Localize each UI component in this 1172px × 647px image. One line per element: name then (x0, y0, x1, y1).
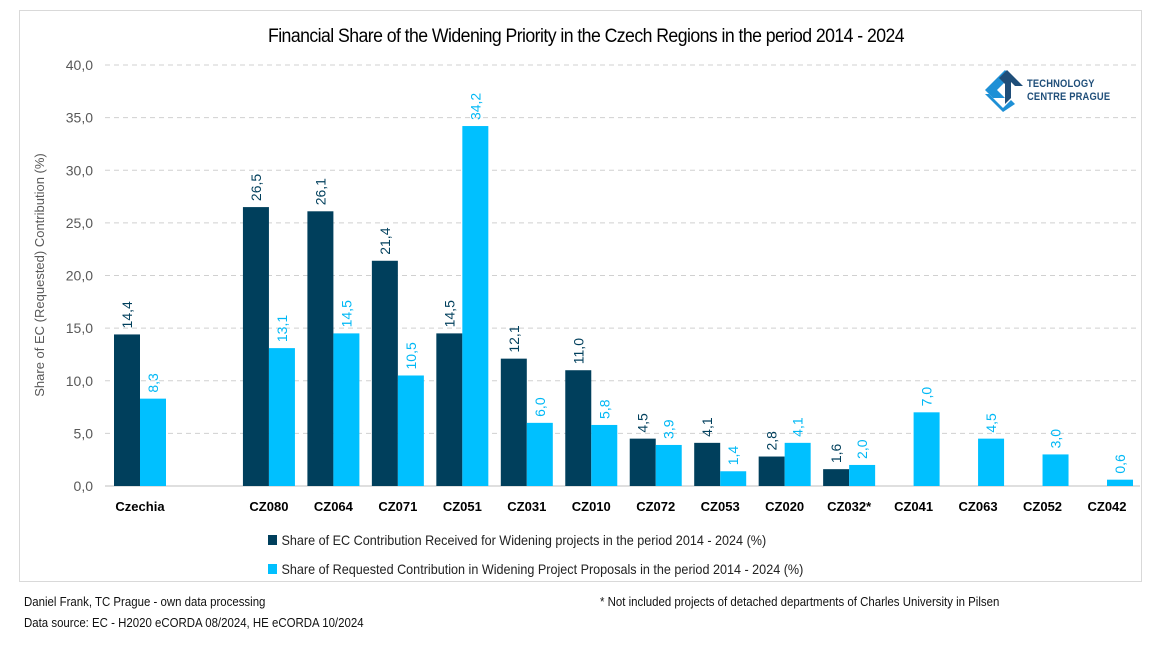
data-label: 14,4 (119, 301, 135, 328)
x-tick-label: CZ063 (959, 499, 998, 514)
bar-received (436, 333, 463, 486)
bar-requested (397, 375, 424, 486)
x-tick-label: CZ041 (894, 499, 933, 514)
bar-requested (333, 333, 360, 486)
data-label: 4,5 (983, 413, 999, 433)
bars (114, 126, 1133, 487)
bar-requested (849, 464, 876, 486)
data-label: 1,6 (828, 443, 844, 463)
bar-received (629, 438, 656, 486)
bar-requested (462, 126, 489, 487)
bar-received (307, 211, 334, 487)
y-tick-label: 35,0 (66, 110, 93, 126)
data-label: 26,5 (248, 174, 264, 201)
bar-received (758, 456, 785, 486)
data-label: 7,0 (919, 387, 935, 407)
footer-author: Daniel Frank, TC Prague - own data proce… (24, 594, 266, 609)
x-tick-label: CZ064 (314, 499, 354, 514)
data-label: 4,1 (699, 417, 715, 437)
legend-swatch-received (268, 534, 277, 545)
y-tick-label: 40,0 (66, 57, 93, 73)
bar-requested (655, 444, 682, 486)
x-tick-label: CZ010 (572, 499, 611, 514)
x-tick-label: CZ020 (765, 499, 804, 514)
data-label: 26,1 (312, 178, 328, 205)
bar-requested (268, 348, 295, 486)
bar-requested (784, 442, 811, 486)
bar-requested (720, 471, 747, 486)
tc-prague-logo: TECHNOLOGY CENTRE PRAGUE (985, 68, 1145, 114)
data-label: 8,3 (145, 373, 161, 393)
data-label: 11,0 (570, 338, 586, 364)
tc-logo-icon (985, 70, 1023, 112)
chart-legend: Share of EC Contribution Received for Wi… (268, 525, 803, 583)
x-tick-label: CZ053 (701, 499, 740, 514)
data-label: 4,1 (790, 417, 806, 437)
y-tick-label: 10,0 (66, 373, 93, 389)
data-label: 14,5 (338, 300, 354, 327)
data-label: 4,5 (635, 413, 651, 433)
data-label: 0,6 (1112, 454, 1128, 474)
data-label: 21,4 (377, 227, 393, 254)
bar-requested (1042, 454, 1069, 486)
data-labels: 14,4 8,3 26,5 13,1 26,1 14,5 21,4 10,5 14,5 34,2 1… (119, 93, 1128, 474)
y-axis-label: Share of EC (Requested) Contribution (%) (32, 153, 47, 397)
bar-requested (140, 398, 166, 486)
y-axis-ticks: 0,0 5,0 10,0 15,0 20,0 25,0 30,0 35,0 40,0 (66, 57, 93, 494)
x-axis-ticks: Czechia CZ080 CZ064 CZ071 CZ051 CZ031 CZ010 CZ0… (115, 499, 1126, 514)
bar-received (694, 442, 721, 486)
legend-label-received: Share of EC Contribution Received for Wi… (281, 531, 767, 548)
data-label: 13,1 (274, 315, 290, 342)
data-label: 2,8 (764, 431, 780, 451)
y-tick-label: 25,0 (66, 215, 93, 231)
data-label: 34,2 (467, 93, 483, 120)
legend-label-requested: Share of Requested Contribution in Widen… (281, 560, 804, 577)
legend-swatch-requested (268, 563, 277, 574)
data-label: 3,9 (661, 419, 677, 439)
y-tick-label: 15,0 (66, 320, 93, 336)
x-tick-label: CZ042 (1087, 499, 1126, 514)
x-tick-label: CZ071 (378, 499, 417, 514)
data-label: 6,0 (532, 397, 548, 417)
footer-source: Data source: EC - H2020 eCORDA 08/2024, … (24, 615, 364, 630)
data-label: 12,1 (506, 325, 522, 352)
logo-line2: CENTRE PRAGUE (1027, 91, 1111, 103)
data-label: 2,0 (854, 439, 870, 459)
y-tick-label: 0,0 (74, 478, 94, 494)
legend-item-requested: Share of Requested Contribution in Widen… (268, 554, 803, 583)
data-label: 14,5 (441, 300, 457, 327)
x-tick-label: CZ051 (443, 499, 482, 514)
y-tick-label: 20,0 (66, 268, 93, 284)
bar-received (823, 469, 850, 486)
x-tick-label: CZ032* (827, 499, 872, 514)
x-tick-label: CZ072 (636, 499, 675, 514)
data-label: 5,8 (596, 399, 612, 419)
y-tick-label: 30,0 (66, 162, 93, 178)
chart-title: Financial Share of the Widening Priority… (267, 26, 905, 47)
bar-received (500, 358, 527, 486)
x-tick-label: CZ052 (1023, 499, 1062, 514)
logo-line1: TECHNOLOGY (1027, 78, 1095, 90)
bar-received (565, 370, 592, 486)
chart-frame (19, 10, 1142, 582)
legend-item-received: Share of EC Contribution Received for Wi… (268, 525, 803, 554)
bar-received (371, 260, 398, 486)
x-tick-label: CZ031 (507, 499, 546, 514)
bar-received (114, 334, 140, 486)
x-tick-label: Czechia (115, 499, 165, 514)
bar-received (242, 207, 269, 486)
bar-requested (978, 438, 1005, 486)
data-label: 3,0 (1048, 429, 1064, 449)
bar-requested (591, 424, 618, 486)
x-tick-label: CZ080 (249, 499, 288, 514)
bar-requested (526, 422, 553, 486)
y-tick-label: 5,0 (74, 425, 94, 441)
bar-requested (1107, 479, 1133, 486)
footer-note: * Not included projects of detached depa… (600, 594, 1000, 609)
data-label: 10,5 (403, 342, 419, 369)
data-label: 1,4 (725, 446, 741, 466)
bar-requested (913, 412, 940, 486)
